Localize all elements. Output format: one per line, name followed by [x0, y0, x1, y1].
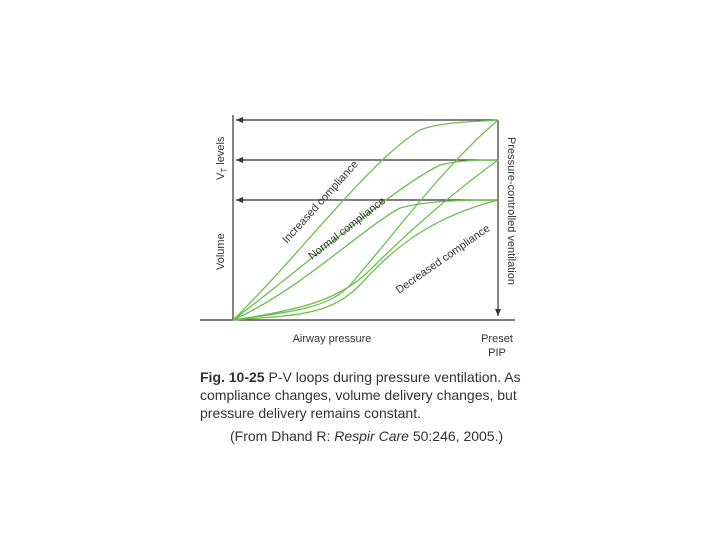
- caption: Fig. 10-25 P-V loops during pressure ven…: [200, 368, 530, 422]
- preset-label: PIP: [488, 347, 506, 359]
- right-label: Pressure-controlled ventilation: [505, 137, 517, 285]
- source-text: 50:246, 2005.): [408, 428, 504, 444]
- source: (From Dhand R: Respir Care 50:246, 2005.…: [230, 428, 503, 444]
- loop-curve: [232, 159, 499, 321]
- loop-curve: [232, 199, 499, 321]
- fig-number: Fig. 10-25: [200, 369, 265, 385]
- label-part: V: [215, 172, 227, 180]
- caption-text: P-V loops during pressure ventilation. A…: [200, 369, 521, 421]
- label-part: T: [220, 168, 229, 173]
- x-axis-label: Airway pressure: [293, 333, 372, 345]
- journal: Respir Care: [334, 428, 409, 444]
- vt-levels-label: VT levels: [215, 136, 229, 180]
- source-text: (From Dhand R:: [230, 428, 335, 444]
- loops: [232, 119, 499, 321]
- label-part: levels: [215, 136, 227, 168]
- volume-label: Volume: [215, 233, 227, 270]
- axes: [200, 115, 515, 321]
- preset-label: Preset: [481, 333, 513, 345]
- loop-curve: [232, 159, 499, 321]
- loop-curve: [232, 119, 499, 321]
- loop-curve: [232, 119, 499, 321]
- loop-curve: [232, 199, 499, 321]
